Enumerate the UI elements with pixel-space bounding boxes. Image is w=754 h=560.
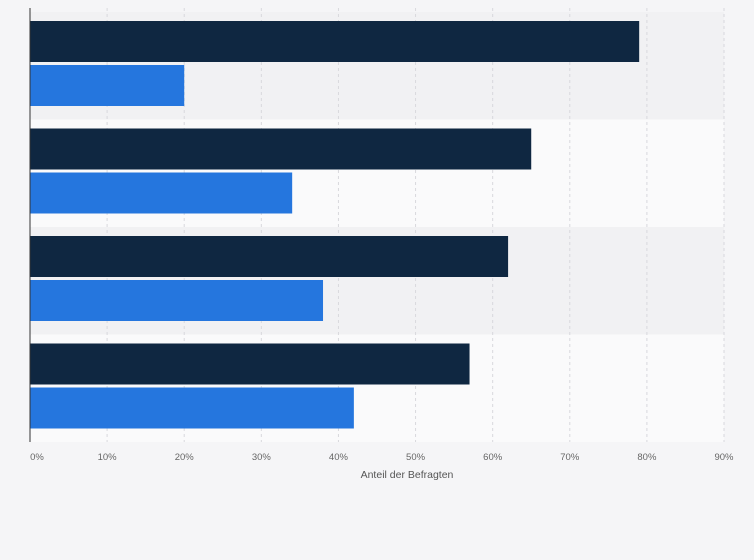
x-tick-label: 20% [175, 452, 195, 463]
x-axis-ticks: 0% 10% 20% 30% 40% 50% 60% 70% 80% 90% [30, 452, 734, 463]
x-tick-label: 40% [329, 452, 349, 463]
bar-series2-cat4 [30, 387, 354, 429]
x-tick-label: 50% [406, 452, 426, 463]
bar-series1-cat2 [30, 128, 532, 170]
x-tick-label: 0% [30, 452, 44, 463]
bar-series2-cat2 [30, 172, 293, 214]
bar-series1-cat4 [30, 343, 470, 385]
bar-series1-cat3 [30, 236, 509, 277]
bar-series2-cat1 [30, 65, 185, 106]
bar-series1-cat1 [30, 21, 640, 62]
x-axis-title: Anteil der Befragten [361, 469, 454, 481]
bars [30, 21, 640, 429]
x-tick-label: 30% [252, 452, 272, 463]
x-tick-label: 10% [98, 452, 118, 463]
x-tick-label: 60% [483, 452, 503, 463]
x-tick-label: 70% [560, 452, 580, 463]
x-tick-label: 80% [637, 452, 657, 463]
bar-series2-cat3 [30, 280, 324, 321]
x-tick-label: 90% [714, 452, 734, 463]
